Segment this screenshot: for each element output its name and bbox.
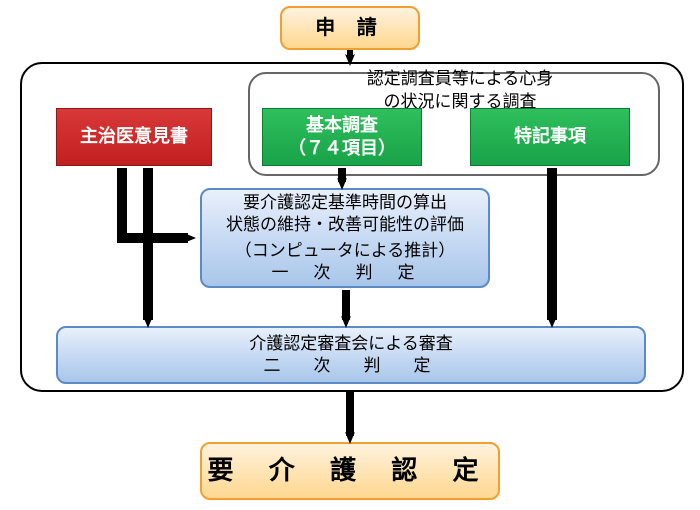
node-basic-survey-label: 基本調査 （７４項目） (288, 114, 396, 161)
node-basic-survey: 基本調査 （７４項目） (262, 108, 422, 166)
node-notes: 特記事項 (470, 108, 630, 166)
node-primary-line4: 一 次 判 定 (272, 262, 419, 284)
node-doctor-label: 主治医意見書 (80, 125, 188, 148)
node-primary: 要介護認定基準時間の算出 状態の維持・改善可能性の評価 （コンピュータによる推計… (200, 188, 490, 288)
node-doctor: 主治医意見書 (56, 108, 212, 166)
node-apply: 申 請 (280, 6, 420, 50)
node-primary-line2: 状態の維持・改善可能性の評価 (226, 214, 464, 236)
node-final-label: 要 介 護 認 定 (208, 454, 493, 488)
node-secondary-line2: 二 次 判 定 (264, 355, 439, 377)
node-final: 要 介 護 認 定 (200, 442, 500, 500)
node-primary-line1: 要介護認定基準時間の算出 (243, 192, 447, 214)
survey-group-caption: 認定調査員等による心身 の状況に関する調査 (320, 68, 600, 114)
node-secondary-line1: 介護認定審査会による審査 (249, 333, 453, 355)
node-primary-line3: （コンピュータによる推計） (235, 240, 456, 262)
node-notes-label: 特記事項 (514, 125, 586, 148)
node-apply-label: 申 請 (315, 15, 385, 41)
node-secondary: 介護認定審査会による審査 二 次 判 定 (56, 326, 646, 384)
